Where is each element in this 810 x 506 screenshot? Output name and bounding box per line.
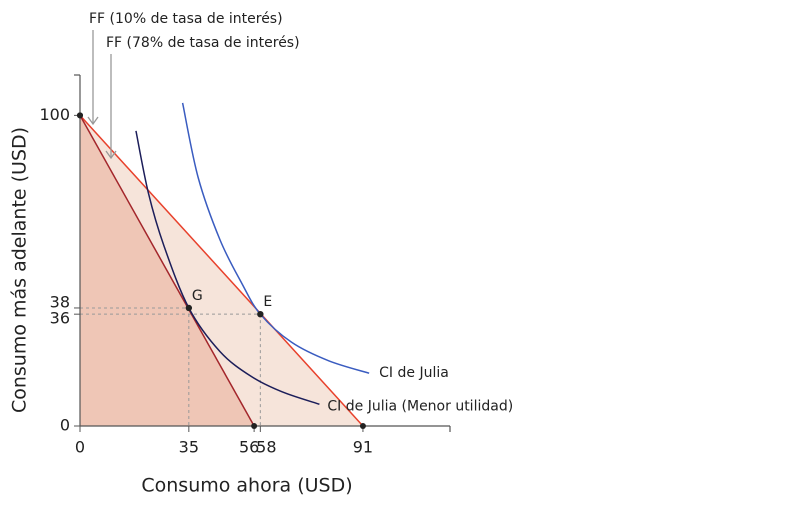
x-tick-label: 91	[353, 438, 373, 457]
point	[257, 310, 264, 318]
series-line	[181, 102, 370, 374]
y-tick-label: 38	[50, 292, 70, 311]
y-tick-label: 36	[50, 309, 70, 328]
point-label: E	[263, 294, 272, 310]
series-label: CI de Julia	[379, 365, 449, 381]
y-tick-label: 100	[39, 105, 70, 124]
x-tick-label: 56	[239, 438, 259, 457]
endpoint	[77, 112, 83, 119]
series-label: CI de Julia (Menor utilidad)	[327, 398, 513, 414]
endpoint	[251, 423, 258, 429]
y-tick-label: 0	[60, 416, 70, 435]
series-label: FF (78% de tasa de interés)	[106, 35, 300, 51]
x-tick-label: 58	[256, 438, 276, 457]
series-line	[135, 130, 320, 405]
series-line	[79, 115, 255, 427]
plot	[79, 102, 370, 427]
x-tick-label: 35	[179, 438, 199, 457]
series-label: FF (10% de tasa de interés)	[89, 11, 283, 27]
point-label: G	[192, 288, 203, 304]
endpoint	[359, 423, 366, 429]
y-axis-label: Consumo más adelante (USD)	[9, 127, 31, 413]
point	[185, 304, 193, 312]
x-axis-label: Consumo ahora (USD)	[141, 475, 352, 497]
annotation-arrows	[87, 30, 117, 160]
x-tick-label: 0	[75, 438, 85, 457]
series-line	[79, 114, 364, 427]
